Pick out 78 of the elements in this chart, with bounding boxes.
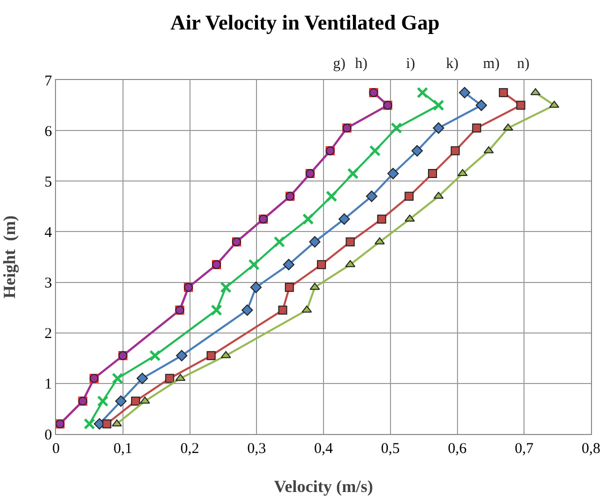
point — [149, 350, 161, 362]
point — [458, 86, 470, 98]
point — [387, 168, 399, 180]
point — [347, 168, 359, 180]
x-tick-label: 0,5 — [381, 441, 400, 457]
point — [338, 213, 350, 225]
y-tick-label: 6 — [44, 124, 52, 140]
point — [310, 282, 320, 290]
point — [112, 419, 122, 426]
point — [165, 374, 174, 383]
point — [377, 214, 386, 224]
point — [102, 419, 112, 428]
point — [220, 351, 231, 358]
point — [369, 145, 381, 157]
point — [283, 258, 294, 270]
point — [374, 237, 385, 244]
y-tick-label: 2 — [44, 326, 52, 342]
series-label: i) — [406, 56, 416, 72]
point — [84, 418, 96, 430]
point — [302, 306, 312, 313]
x-tick-label: 0,8 — [582, 441, 600, 457]
x-axis-title: Velocity (m/s) — [274, 477, 373, 496]
point — [278, 306, 288, 315]
point — [112, 372, 124, 384]
point — [432, 100, 444, 112]
point — [390, 122, 402, 134]
point — [309, 236, 321, 248]
point — [432, 122, 444, 134]
point — [316, 260, 326, 270]
point — [345, 260, 356, 268]
series-label: h) — [355, 56, 368, 72]
chart-title: Air Velocity in Ventilated Gap — [170, 10, 440, 35]
point — [428, 169, 438, 178]
point — [516, 100, 526, 110]
point — [549, 100, 560, 108]
point — [404, 214, 415, 222]
point — [302, 213, 314, 225]
text: g) — [333, 56, 346, 72]
y-tick-label: 0 — [44, 427, 52, 444]
point — [242, 304, 253, 316]
y-tick-label: 4 — [44, 224, 52, 241]
point — [220, 282, 232, 294]
point — [250, 282, 262, 294]
x-tick-label: 0,3 — [247, 441, 266, 457]
x-tick-label: 0,6 — [448, 441, 468, 457]
point — [131, 396, 140, 406]
y-tick-label: 7 — [44, 73, 52, 90]
point — [472, 124, 482, 133]
x-tick-label: 0,2 — [180, 441, 200, 457]
point — [404, 192, 414, 201]
point — [346, 237, 355, 246]
point — [136, 372, 148, 384]
series-label: n) — [517, 56, 530, 72]
series-label: k) — [446, 56, 458, 72]
point — [498, 88, 508, 98]
point — [248, 258, 260, 270]
y-tick-label: 5 — [44, 174, 52, 190]
point — [366, 190, 378, 202]
point — [476, 100, 488, 111]
y-tick-label: 1 — [44, 376, 52, 393]
point — [97, 395, 109, 407]
x-tick-label: 0,4 — [314, 441, 334, 457]
point — [206, 351, 216, 360]
point — [411, 145, 423, 156]
x-tick-label: 0,1 — [114, 441, 132, 457]
point — [450, 146, 460, 156]
point — [176, 350, 188, 362]
point — [284, 282, 294, 292]
point — [210, 304, 222, 316]
y-axis-title: Height (m) — [0, 215, 19, 299]
x-tick-label: 0,7 — [514, 441, 534, 457]
point — [416, 86, 428, 98]
y-tick-label: 3 — [44, 276, 52, 292]
point — [274, 236, 286, 248]
point — [115, 395, 127, 407]
point — [484, 146, 494, 154]
point — [326, 190, 338, 202]
series-label: m) — [483, 56, 500, 72]
